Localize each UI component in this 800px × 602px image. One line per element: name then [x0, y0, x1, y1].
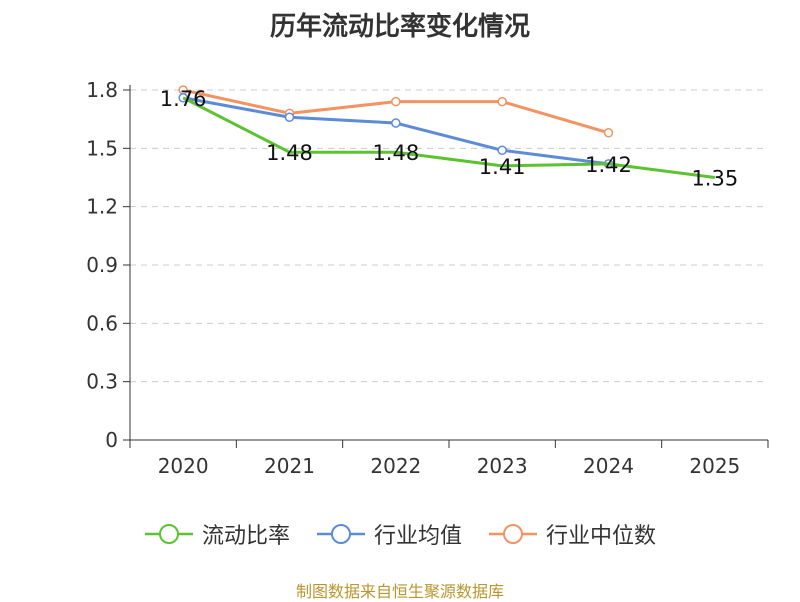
legend: 流动比率 行业均值 行业中位数 — [0, 518, 800, 550]
legend-item-industry-average[interactable]: 行业均值 — [316, 518, 462, 550]
x-tick-label: 2025 — [689, 454, 740, 478]
y-tick-label: 1.2 — [86, 195, 118, 219]
x-tick-label: 2020 — [158, 454, 209, 478]
y-tick-label: 1.8 — [86, 78, 118, 102]
legend-marker-current-ratio — [144, 524, 193, 544]
y-tick-label: 0.3 — [86, 370, 118, 394]
data-label: 1.35 — [691, 167, 738, 191]
x-tick-label: 2023 — [477, 454, 528, 478]
data-label: 1.42 — [585, 153, 632, 177]
x-tick-label: 2024 — [583, 454, 634, 478]
legend-marker-industry-median — [489, 524, 537, 544]
data-label: 1.48 — [372, 141, 419, 165]
series-layer — [178, 85, 716, 179]
series-line-0 — [182, 96, 716, 179]
data-point — [603, 128, 614, 138]
data-label-layer: 1.76 1.48 1.48 1.41 1.42 1.35 — [160, 87, 738, 191]
data-point — [497, 96, 507, 107]
legend-item-current-ratio[interactable]: 流动比率 — [144, 518, 290, 550]
axis-layer: 0 0.3 0.6 0.9 1.2 1.5 1.8 2020 2021 2022 2023 2024 2… — [86, 78, 769, 478]
data-point — [391, 118, 401, 128]
source-note: 制图数据来自恒生聚源数据库 — [295, 582, 504, 601]
legend-label: 流动比率 — [201, 524, 290, 549]
data-label: 1.48 — [266, 141, 313, 165]
data-point — [497, 145, 507, 156]
data-point — [391, 96, 401, 107]
y-tick-label: 0.9 — [86, 253, 118, 277]
legend-label: 行业中位数 — [546, 524, 657, 549]
grid-layer — [130, 89, 768, 383]
y-tick-label: 0.6 — [86, 311, 118, 335]
data-label: 1.76 — [160, 87, 207, 111]
y-tick-label: 1.5 — [86, 136, 118, 160]
legend-marker-industry-average — [316, 524, 365, 544]
y-tick-label: 0 — [105, 428, 118, 452]
legend-item-industry-median[interactable]: 行业中位数 — [488, 518, 656, 550]
chart-title: 历年流动比率变化情况 — [269, 12, 530, 42]
data-point — [284, 112, 295, 122]
data-label: 1.41 — [479, 155, 526, 179]
x-tick-label: 2022 — [370, 454, 421, 478]
x-tick-label: 2021 — [264, 454, 315, 478]
legend-label: 行业均值 — [373, 524, 462, 549]
